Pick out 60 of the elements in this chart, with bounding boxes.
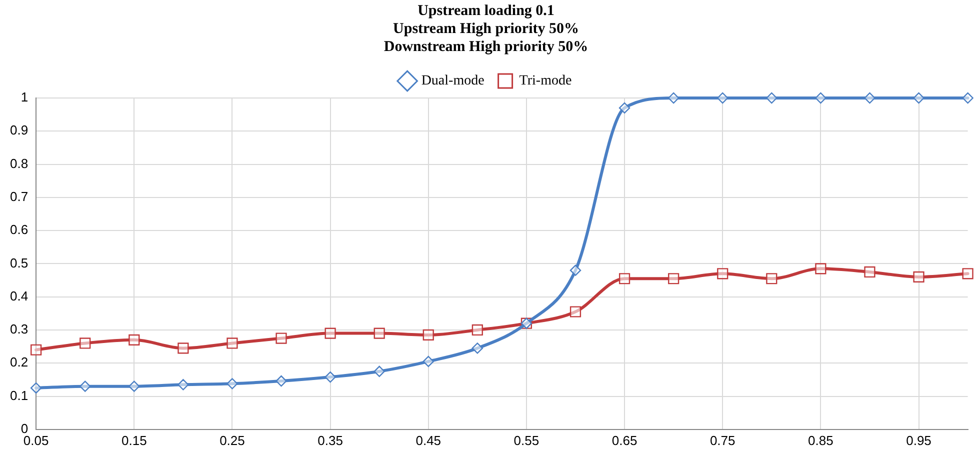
legend-label: Tri-mode: [519, 74, 572, 89]
point: [472, 324, 483, 336]
point: [864, 266, 876, 278]
y-tick-label: 1: [20, 90, 28, 105]
point: [422, 356, 434, 368]
point: [766, 92, 778, 104]
point: [864, 92, 876, 104]
x-tick-label: 0.55: [514, 432, 540, 448]
point: [178, 379, 189, 390]
point: [30, 382, 42, 394]
point: [570, 306, 582, 318]
point: [815, 263, 826, 274]
y-tick-label: 0.1: [10, 388, 28, 403]
point: [717, 92, 728, 104]
point: [374, 328, 385, 339]
point: [815, 92, 826, 104]
point: [668, 92, 680, 104]
x-tick-label: 0.95: [906, 432, 932, 448]
point: [324, 328, 336, 339]
point: [962, 268, 974, 280]
point: [80, 338, 91, 349]
point: [226, 378, 238, 390]
x-tick-label: 0.35: [318, 432, 343, 448]
y-tick-label: 0.9: [10, 122, 28, 138]
point: [276, 332, 287, 344]
y-tick-label: 0.4: [10, 288, 28, 304]
x-tick-label: 0.45: [416, 432, 442, 448]
y-tick-label: 0.5: [10, 255, 28, 270]
point: [128, 380, 140, 392]
point: [374, 366, 385, 378]
point: [618, 273, 630, 284]
point: [178, 342, 189, 354]
point: [422, 329, 434, 340]
x-tick-label: 0.15: [121, 432, 147, 448]
y-tick-label: 0.3: [10, 322, 28, 337]
x-tick-label: 0.75: [710, 432, 736, 448]
y-tick-label: 0.7: [10, 189, 28, 204]
legend-label: Dual-mode: [421, 74, 484, 89]
point: [962, 92, 974, 104]
point: [30, 344, 42, 356]
point: [472, 342, 484, 354]
y-tick-label: 0.8: [10, 156, 28, 171]
x-tick-label: 0.85: [808, 432, 834, 448]
point: [128, 334, 140, 346]
point: [668, 273, 680, 284]
x-tick-label: 0.65: [612, 432, 638, 448]
y-tick-label: 0.2: [10, 354, 28, 370]
point: [766, 273, 778, 284]
point: [226, 338, 238, 349]
chart-title: Upstream loading 0.1 Upstream High priority 50% Downstream High priority 50%: [384, 2, 588, 55]
point: [717, 268, 728, 280]
point: [913, 92, 924, 104]
x-tick-label: 0.25: [220, 432, 245, 448]
point: [276, 375, 287, 387]
point: [324, 371, 336, 383]
point: [913, 271, 924, 283]
point: [570, 264, 582, 276]
point: [80, 380, 91, 392]
point: [618, 102, 630, 114]
y-tick-label: 0.6: [10, 222, 28, 238]
